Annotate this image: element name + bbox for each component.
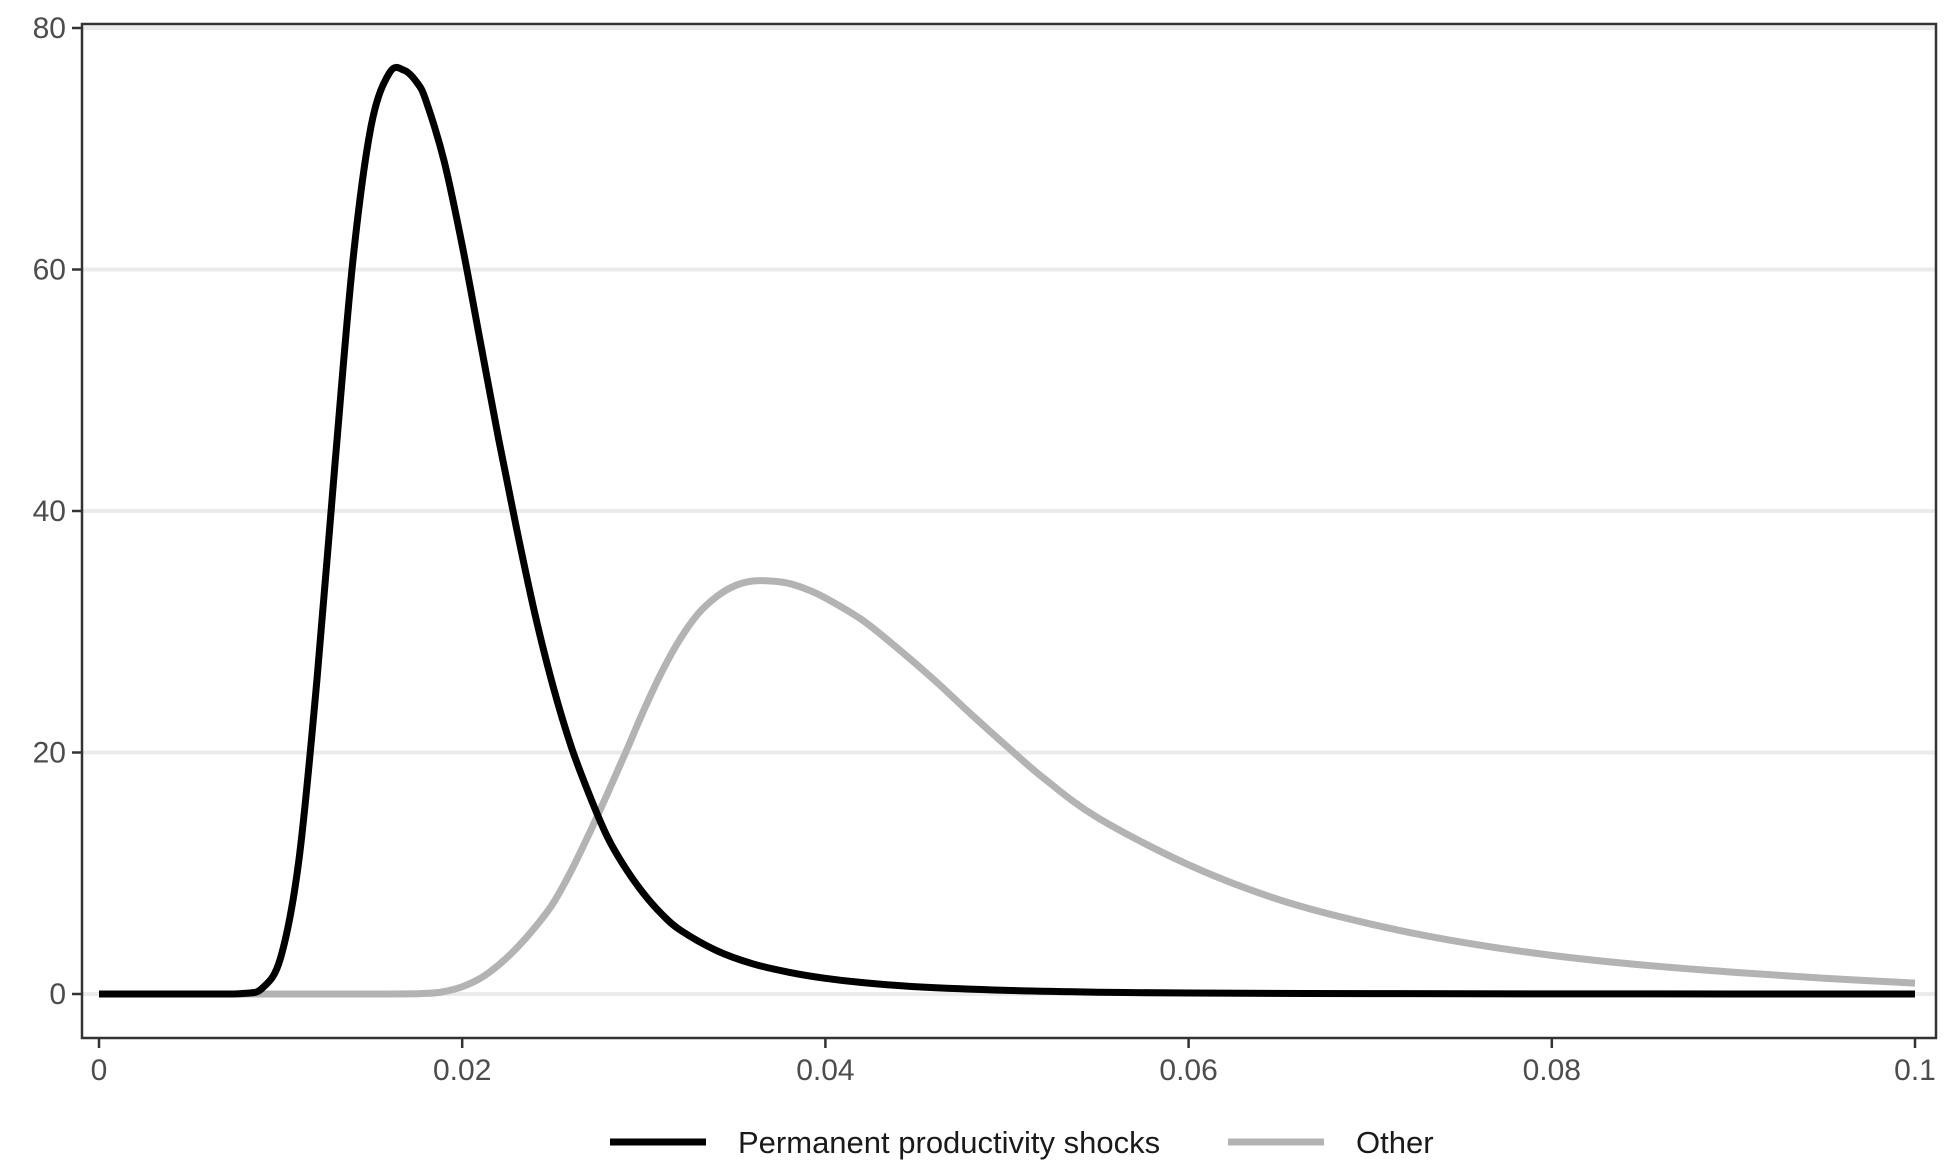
x-tick-label: 0.1 (1894, 1054, 1936, 1087)
plot-panel-border (80, 22, 1938, 1040)
legend-label: Other (1356, 1125, 1434, 1160)
x-tick-label: 0 (91, 1054, 108, 1087)
y-tick-label: 80 (33, 12, 66, 45)
series-line-other (98, 577, 1916, 998)
legend-label: Permanent productivity shocks (738, 1125, 1160, 1160)
y-tick-label: 0 (49, 978, 66, 1011)
y-tick-label: 40 (33, 495, 66, 528)
axis-ticks: 0 20 40 60 80 0 0.02 0.04 0.06 0.08 0.1 (33, 12, 1936, 1087)
y-tick-label: 20 (33, 737, 66, 770)
series-lines (98, 63, 1916, 998)
x-tick-label: 0.04 (796, 1054, 854, 1087)
x-tick-label: 0.06 (1159, 1054, 1217, 1087)
x-tick-label: 0.02 (433, 1054, 491, 1087)
x-tick-label: 0.08 (1523, 1054, 1581, 1087)
y-tick-label: 60 (33, 254, 66, 287)
series-line-permanent-productivity-shocks (98, 63, 1916, 998)
legend: Permanent productivity shocks Other (610, 1125, 1434, 1160)
